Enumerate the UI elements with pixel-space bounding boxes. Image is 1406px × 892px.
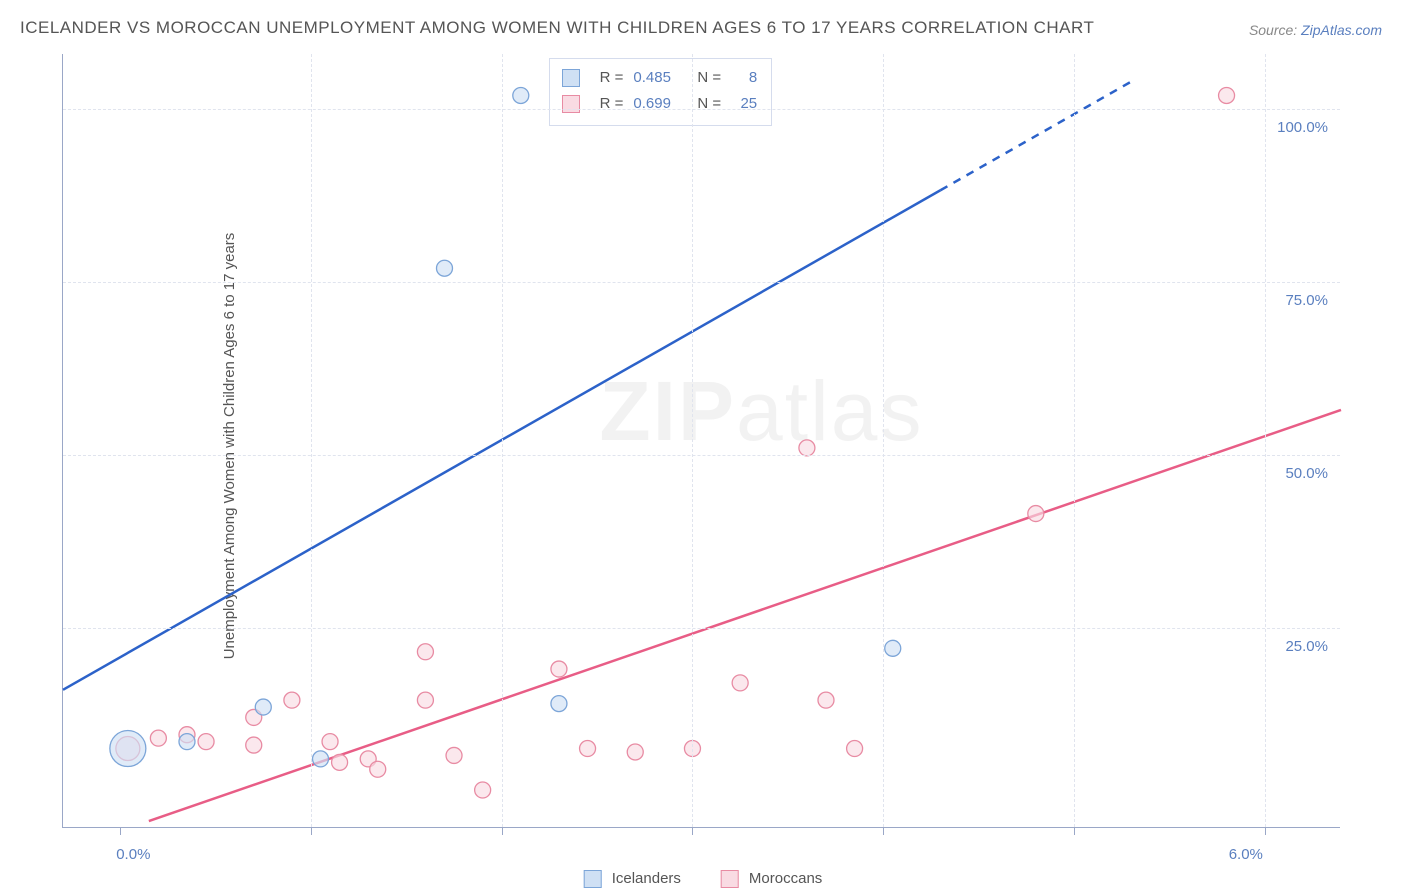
vertical-gridline	[1074, 54, 1075, 827]
x-tick-mark	[502, 827, 503, 835]
legend-row: R = 0.699 N = 25	[562, 91, 758, 117]
vertical-gridline	[311, 54, 312, 827]
legend-n-value: 8	[731, 65, 757, 91]
series-legend-item: Moroccans	[721, 870, 822, 888]
legend-n-label: N =	[697, 65, 721, 91]
vertical-gridline	[883, 54, 884, 827]
source-link[interactable]: ZipAtlas.com	[1301, 22, 1382, 38]
x-tick-mark	[883, 827, 884, 835]
y-tick-label: 75.0%	[1285, 292, 1328, 309]
legend-r-label: R =	[600, 65, 624, 91]
vertical-gridline	[692, 54, 693, 827]
legend-row: R = 0.485 N = 8	[562, 65, 758, 91]
legend-n-value: 25	[731, 91, 757, 117]
legend-r-value: 0.699	[633, 91, 687, 117]
x-tick-mark	[1074, 827, 1075, 835]
y-tick-label: 25.0%	[1285, 638, 1328, 655]
legend-n-label: N =	[697, 91, 721, 117]
x-tick-label: 6.0%	[1229, 846, 1263, 863]
series-name: Moroccans	[749, 870, 822, 887]
series-legend-item: Icelanders	[584, 870, 681, 888]
vertical-gridline	[1265, 54, 1266, 827]
source-label: Source:	[1249, 22, 1301, 38]
x-tick-mark	[692, 827, 693, 835]
horizontal-gridline	[63, 109, 1340, 110]
legend-swatch	[562, 69, 580, 87]
x-tick-mark	[120, 827, 121, 835]
chart-title: ICELANDER VS MOROCCAN UNEMPLOYMENT AMONG…	[20, 18, 1094, 38]
x-tick-mark	[311, 827, 312, 835]
chart-svg	[63, 54, 1340, 827]
horizontal-gridline	[63, 628, 1340, 629]
legend-r-value: 0.485	[633, 65, 687, 91]
y-tick-label: 100.0%	[1277, 119, 1328, 136]
legend-swatch	[562, 95, 580, 113]
correlation-legend: R = 0.485 N = 8 R = 0.699 N = 25	[549, 58, 773, 126]
series-name: Icelanders	[612, 870, 681, 887]
horizontal-gridline	[63, 455, 1340, 456]
horizontal-gridline	[63, 282, 1340, 283]
x-tick-mark	[1265, 827, 1266, 835]
y-tick-label: 50.0%	[1285, 465, 1328, 482]
vertical-gridline	[502, 54, 503, 827]
legend-r-label: R =	[600, 91, 624, 117]
plot-area: ZIPatlas R =0.485N =8R =0.699N =25 25.0%…	[62, 54, 1340, 828]
source-attribution: Source: ZipAtlas.com	[1249, 22, 1382, 38]
legend-swatch	[584, 870, 602, 888]
series-legend: Icelanders Moroccans	[584, 870, 823, 888]
legend-swatch	[721, 870, 739, 888]
x-tick-label: 0.0%	[116, 846, 150, 863]
